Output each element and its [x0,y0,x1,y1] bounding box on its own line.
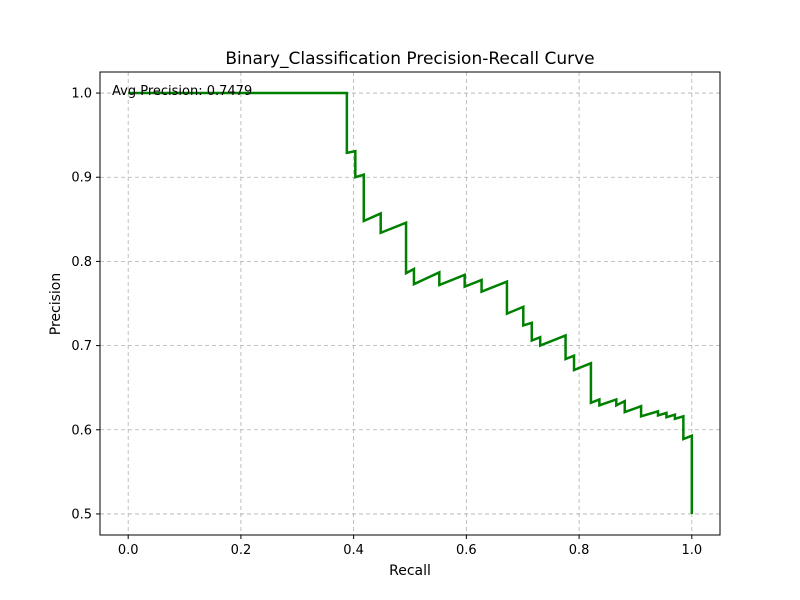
plot-area [100,72,720,535]
series-layer [128,91,694,514]
y-axis-label: Precision [48,273,64,335]
x-tick-label: 0.2 [231,543,252,558]
x-tick-label: 0.8 [569,543,590,558]
y-tick-label: 0.7 [71,339,92,354]
x-tick-label: 0.0 [118,543,139,558]
y-tick-label: 1.0 [71,87,92,102]
grid [100,72,720,535]
y-tick-label: 0.8 [71,255,92,270]
y-axis-ticks: 0.5 0.6 0.7 0.8 0.9 1.0 [71,87,100,522]
y-tick-label: 0.5 [71,507,92,522]
y-tick-label: 0.6 [71,423,92,438]
pr-curve-line [128,91,694,514]
chart-title: Binary_Classification Precision-Recall C… [225,49,594,69]
x-axis-ticks: 0.0 0.2 0.4 0.6 0.8 1.0 [118,535,702,558]
avg-precision-annotation: Avg Precision: 0.7479 [112,84,252,99]
x-tick-label: 0.6 [456,543,477,558]
plot-frame [99,71,721,536]
x-tick-label: 0.4 [343,543,364,558]
y-tick-label: 0.9 [71,171,92,186]
x-axis-label: Recall [389,563,431,579]
x-tick-label: 1.0 [681,543,702,558]
